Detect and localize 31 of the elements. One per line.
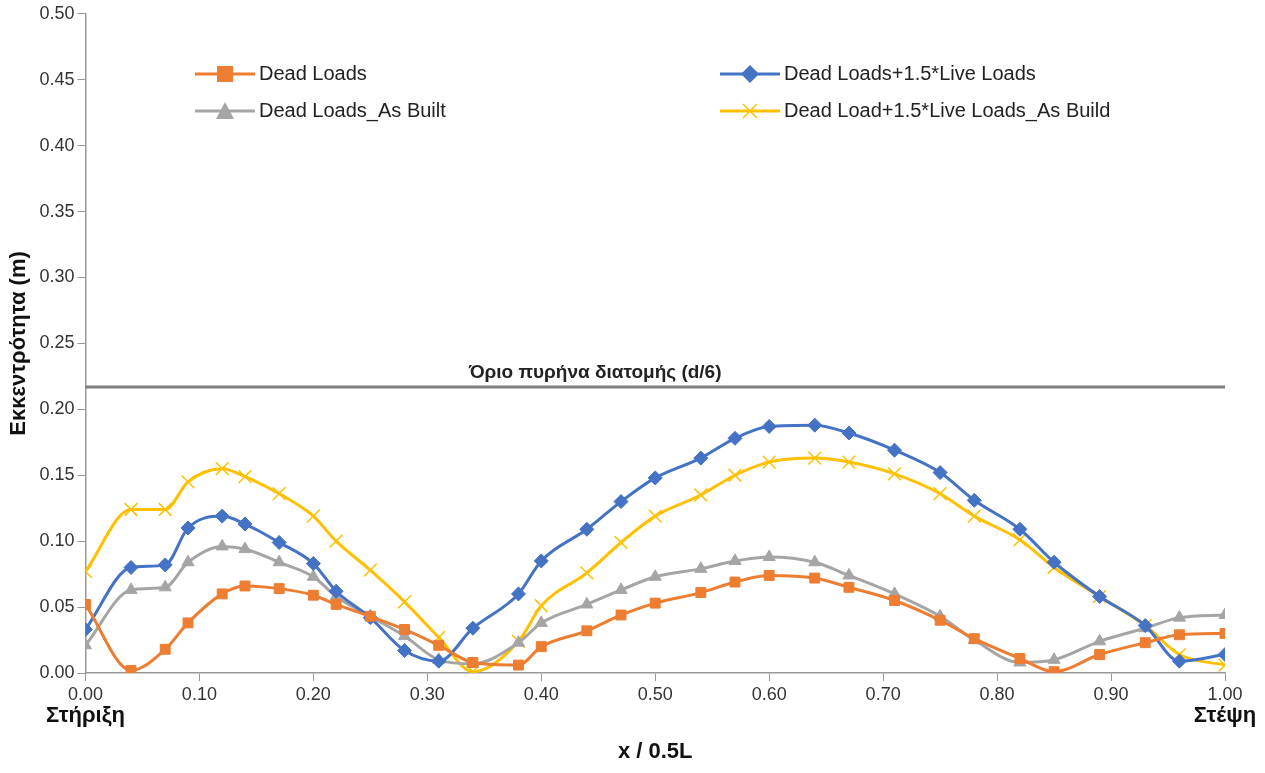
x-tick-label: 0.70 <box>865 683 901 704</box>
y-tick-label: 0.15 <box>39 464 75 485</box>
y-tick-label: 0.05 <box>39 596 75 617</box>
x-tick-label: 0.90 <box>1093 683 1129 704</box>
y-tick-label: 0.30 <box>39 266 75 287</box>
x-tick-label: 0.30 <box>409 683 445 704</box>
ref-line-label: Όριο πυρήνα διατομής (d/6) <box>467 360 722 382</box>
y-tick-label: 0.45 <box>39 68 75 89</box>
y-tick-label: 0.40 <box>39 134 75 155</box>
y-tick-label: 0.35 <box>39 200 75 221</box>
y-tick-label: 0.10 <box>39 530 75 551</box>
x-tick-label: 0.50 <box>637 683 673 704</box>
y-tick-label: 0.20 <box>39 398 75 419</box>
y-tick-label: 0.25 <box>39 332 75 353</box>
x-tick-label: 0.00 <box>67 683 103 704</box>
x-tick-label: 0.10 <box>181 683 217 704</box>
x-tick-label: 0.40 <box>523 683 559 704</box>
legend-label: Dead Loads+1.5*Live Loads <box>784 62 1036 85</box>
y-tick-label: 0.50 <box>39 2 75 23</box>
x-tick-label: 0.80 <box>979 683 1015 704</box>
y-axis-title: Εκκεντρότητα (m) <box>5 251 31 436</box>
y-tick-label: 0.00 <box>39 661 75 682</box>
legend-label: Dead Load+1.5*Live Loads_As Build <box>784 99 1111 122</box>
x-tick-label: 0.60 <box>751 683 787 704</box>
text: Στήριξη <box>45 702 125 728</box>
legend-label: Dead Loads_As Built <box>259 99 446 122</box>
x-tick-label: 0.20 <box>295 683 331 704</box>
legend-label: Dead Loads <box>259 62 367 85</box>
x-axis-title: x / 0.5L <box>617 737 693 763</box>
x-tick-label: 1.00 <box>1207 683 1243 704</box>
text: Στέψη <box>1193 702 1257 728</box>
